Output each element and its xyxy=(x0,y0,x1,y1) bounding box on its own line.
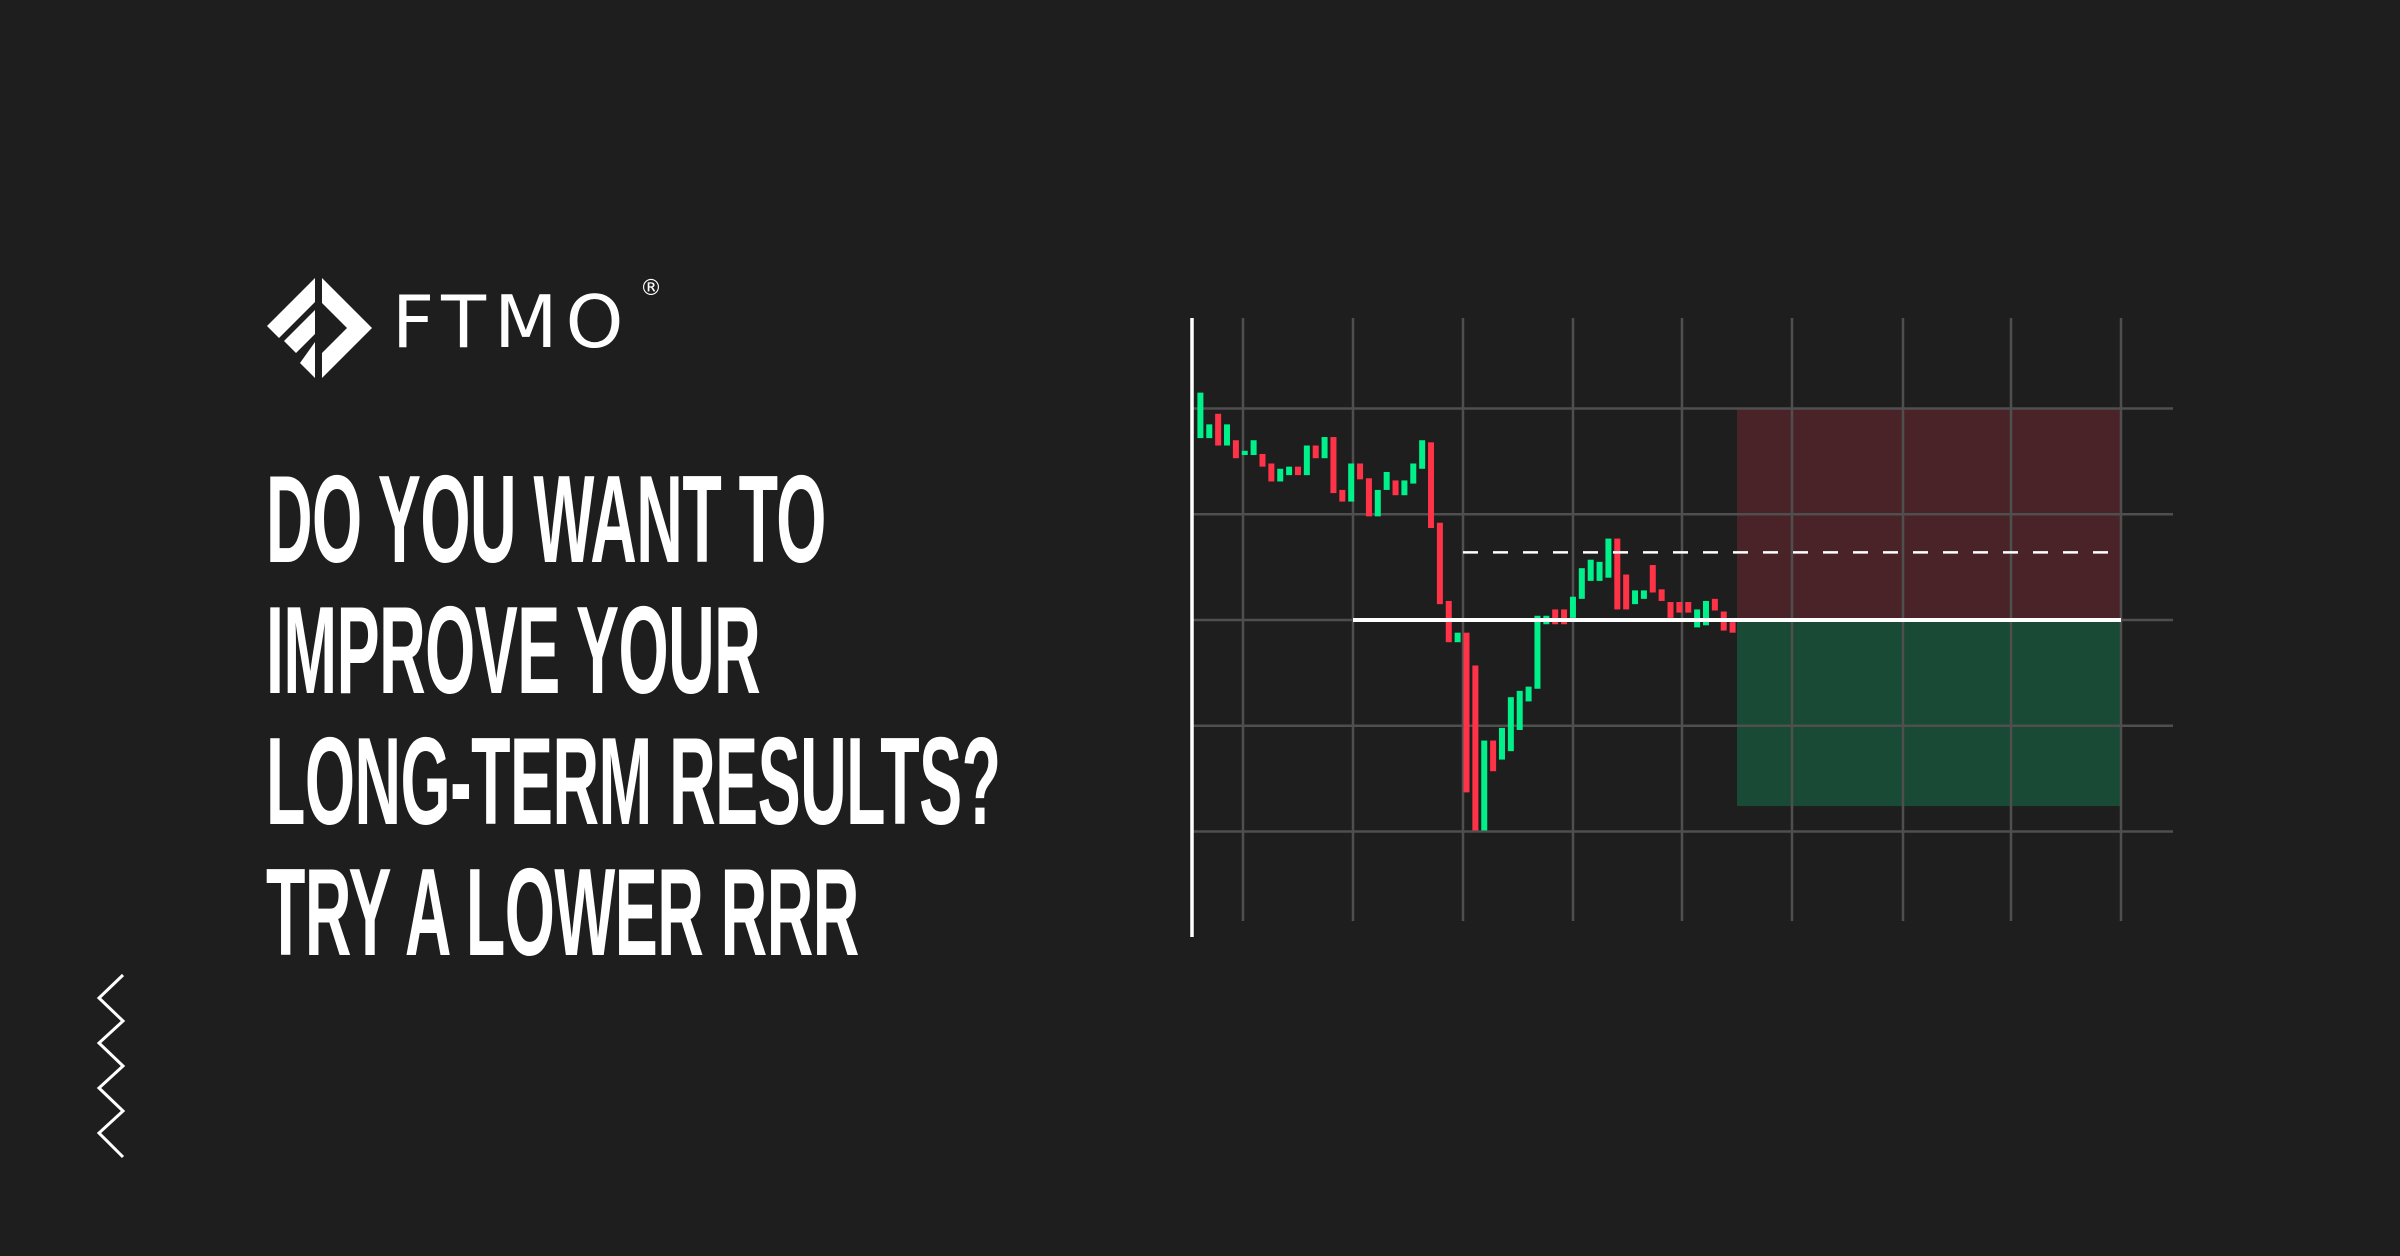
candle xyxy=(1640,590,1647,599)
candle xyxy=(1685,602,1692,613)
candle xyxy=(1312,445,1319,459)
candle xyxy=(1339,489,1346,502)
candle xyxy=(1268,463,1275,482)
candle xyxy=(1711,598,1718,611)
headline-line-2: IMPROVE YOUR xyxy=(266,582,761,720)
candle xyxy=(1259,453,1266,467)
candle xyxy=(1676,602,1683,613)
candle xyxy=(1552,609,1559,625)
candle xyxy=(1365,478,1372,517)
candle xyxy=(1321,437,1328,459)
candle xyxy=(1357,463,1364,480)
candle xyxy=(1277,468,1284,482)
candle xyxy=(1534,615,1541,689)
candle xyxy=(1215,413,1222,446)
candle xyxy=(1729,622,1736,633)
candle xyxy=(1507,697,1514,752)
candle xyxy=(1623,574,1630,610)
registered-mark: ® xyxy=(640,276,662,301)
candle xyxy=(1428,442,1435,528)
headline: DO YOU WANT TO IMPROVE YOUR LONG-TERM RE… xyxy=(266,455,1678,979)
take-profit-zone xyxy=(1737,620,2121,807)
candle xyxy=(1206,424,1213,439)
candle xyxy=(1578,568,1585,599)
candle xyxy=(1348,463,1355,502)
candle xyxy=(1667,602,1674,618)
candle xyxy=(1374,489,1381,517)
candle xyxy=(1454,632,1461,643)
candle xyxy=(1561,609,1568,625)
ftmo-logo-icon xyxy=(267,278,372,378)
candle xyxy=(1498,727,1505,760)
candle xyxy=(1401,480,1408,496)
candle xyxy=(1605,538,1612,578)
headline-line-1: DO YOU WANT TO xyxy=(266,451,826,589)
headline-line-3: LONG-TERM RESULTS? xyxy=(266,713,1001,851)
candle xyxy=(1658,589,1665,601)
candle xyxy=(1330,437,1337,494)
candle xyxy=(1436,522,1443,605)
candle xyxy=(1383,471,1390,490)
candle xyxy=(1410,463,1417,484)
candle xyxy=(1525,686,1532,702)
candle xyxy=(1702,600,1709,626)
brand-name: FTMO xyxy=(392,280,632,364)
candle xyxy=(1516,690,1523,730)
candle xyxy=(1303,445,1310,476)
candle xyxy=(1232,440,1239,459)
candle xyxy=(1587,559,1594,581)
candle xyxy=(1481,740,1488,831)
candle xyxy=(1490,740,1497,772)
candle xyxy=(1632,590,1639,605)
candle xyxy=(1241,450,1248,456)
candle xyxy=(1250,440,1257,456)
candle xyxy=(1294,466,1301,476)
candle xyxy=(1569,596,1576,618)
candle xyxy=(1224,424,1231,446)
candle xyxy=(1286,466,1293,476)
candle xyxy=(1463,632,1470,793)
candle xyxy=(1649,565,1656,593)
candle xyxy=(1197,392,1204,439)
candle xyxy=(1419,440,1426,469)
candle xyxy=(1392,480,1399,496)
zigzag-icon xyxy=(96,973,126,1159)
candle xyxy=(1614,538,1621,610)
candle xyxy=(1472,665,1479,831)
candle xyxy=(1596,561,1603,581)
headline-line-4: TRY A LOWER RRR xyxy=(266,844,859,982)
